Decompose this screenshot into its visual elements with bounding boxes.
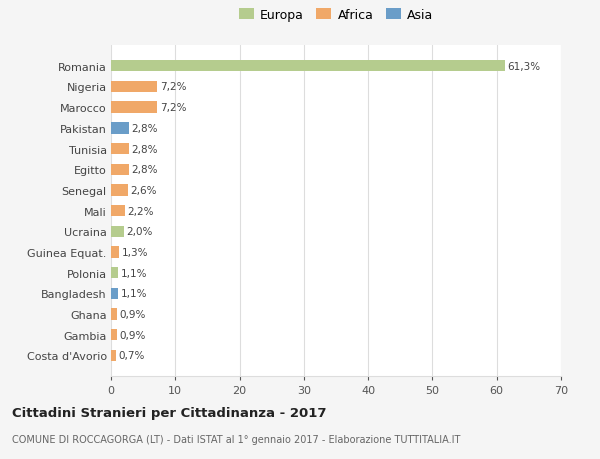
Bar xyxy=(111,309,117,320)
Text: 0,9%: 0,9% xyxy=(119,309,146,319)
Text: 7,2%: 7,2% xyxy=(160,103,187,113)
Text: 7,2%: 7,2% xyxy=(160,82,187,92)
Bar xyxy=(111,82,157,93)
Text: 1,3%: 1,3% xyxy=(122,247,148,257)
Bar xyxy=(111,247,119,258)
Bar xyxy=(111,164,129,175)
Text: 2,8%: 2,8% xyxy=(131,165,158,175)
Bar xyxy=(111,268,118,279)
Bar xyxy=(111,288,118,299)
Bar xyxy=(111,123,129,134)
Bar xyxy=(111,185,128,196)
Text: 0,7%: 0,7% xyxy=(118,351,145,361)
Text: 2,2%: 2,2% xyxy=(128,206,154,216)
Text: 2,8%: 2,8% xyxy=(131,144,158,154)
Text: COMUNE DI ROCCAGORGA (LT) - Dati ISTAT al 1° gennaio 2017 - Elaborazione TUTTITA: COMUNE DI ROCCAGORGA (LT) - Dati ISTAT a… xyxy=(12,434,460,444)
Bar xyxy=(111,350,115,361)
Bar xyxy=(111,102,157,113)
Text: 1,1%: 1,1% xyxy=(121,289,147,299)
Bar xyxy=(111,330,117,341)
Text: 0,9%: 0,9% xyxy=(119,330,146,340)
Text: 1,1%: 1,1% xyxy=(121,268,147,278)
Text: 2,8%: 2,8% xyxy=(131,123,158,134)
Legend: Europa, Africa, Asia: Europa, Africa, Asia xyxy=(233,4,439,27)
Bar xyxy=(111,206,125,217)
Bar xyxy=(111,61,505,72)
Text: 2,6%: 2,6% xyxy=(130,185,157,196)
Text: 2,0%: 2,0% xyxy=(127,227,153,237)
Bar xyxy=(111,144,129,155)
Text: 61,3%: 61,3% xyxy=(508,62,541,72)
Text: Cittadini Stranieri per Cittadinanza - 2017: Cittadini Stranieri per Cittadinanza - 2… xyxy=(12,406,326,419)
Bar xyxy=(111,226,124,237)
